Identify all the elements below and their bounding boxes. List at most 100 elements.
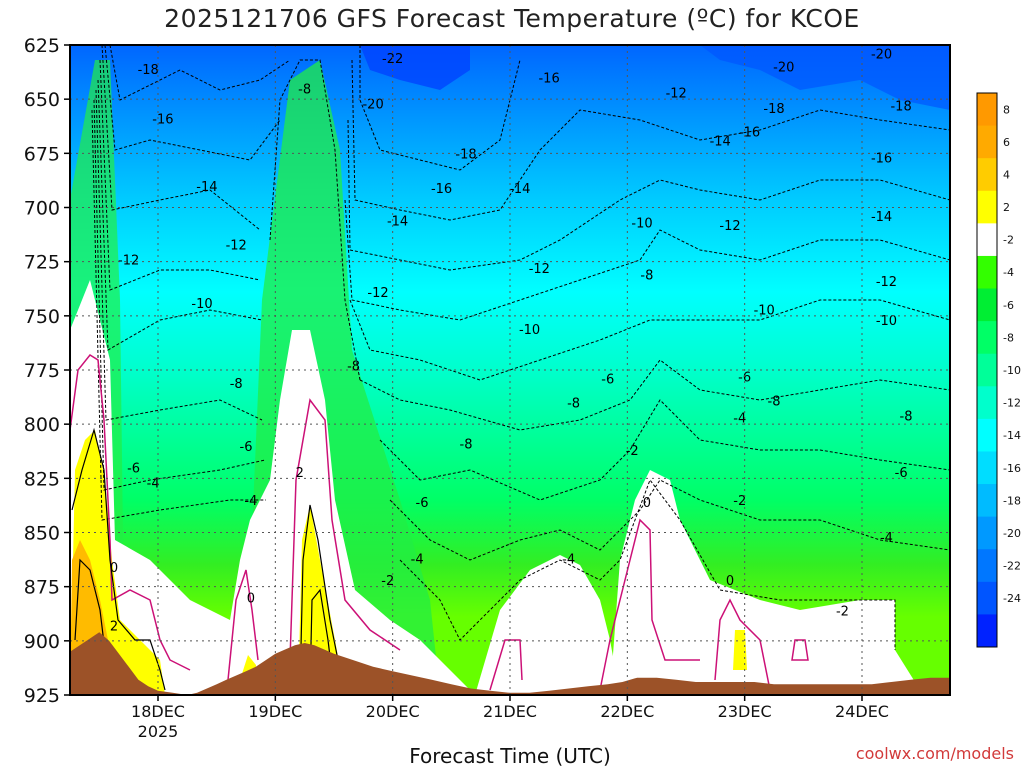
y-tick-label: 900: [24, 631, 60, 653]
chart-title: 2025121706 GFS Forecast Temperature (ºC)…: [164, 4, 860, 33]
contour-label: 2: [110, 620, 118, 635]
contour-line: [714, 598, 771, 691]
source-credit: coolwx.com/models: [855, 744, 1014, 763]
contour-label: -6: [240, 440, 253, 455]
contour-label: -14: [509, 182, 530, 197]
x-tick-label: 18DEC: [131, 702, 185, 721]
y-tick-label: 750: [24, 306, 60, 328]
contour-line: [379, 399, 950, 501]
contour-line: [289, 398, 401, 661]
contour-line: [599, 518, 700, 691]
contour-label: -12: [367, 286, 388, 301]
contour-label: -4: [562, 553, 575, 568]
contour-label: -12: [226, 238, 247, 253]
contour-label: -14: [387, 215, 408, 230]
x-tick-label: 22DEC: [600, 702, 654, 721]
colorbar-swatch: [977, 516, 997, 550]
contour-label: -8: [460, 438, 473, 453]
contour-line: [351, 59, 950, 221]
contour-label: 0: [726, 574, 734, 589]
contour-line: [347, 119, 950, 271]
colorbar-label: -4: [1003, 266, 1014, 279]
contour-label: -16: [152, 113, 173, 128]
contour-line: [359, 45, 521, 171]
contour-line: [101, 45, 261, 231]
contour-label: -18: [455, 147, 476, 162]
cold-region-east: [700, 45, 950, 110]
y-tick-label: 850: [24, 523, 60, 545]
contour-label: -2: [626, 444, 639, 459]
x-tick-label: 24DEC: [835, 702, 889, 721]
contour-label: -6: [127, 462, 140, 477]
contour-label: -4: [880, 531, 893, 546]
contour-line: [71, 427, 166, 691]
colorbar-swatch: [977, 549, 997, 583]
contour-label: -10: [631, 217, 652, 232]
contour-line: [489, 639, 523, 691]
contour-label: -6: [601, 373, 614, 388]
contour-label: 0: [110, 561, 118, 576]
contour-label: -12: [876, 275, 897, 290]
colorbar-legend: 8 6 4 2 -2 -4 -6 -8 -10 -12 -14 -16 -18 -20 -22 -24: [976, 92, 1021, 648]
contour-label: -16: [739, 126, 760, 141]
contour-label: -12: [719, 219, 740, 234]
colorbar-label: -6: [1003, 299, 1014, 312]
contour-line: [97, 79, 263, 351]
colorbar-label: 2: [1003, 201, 1010, 214]
colorbar-swatch: [977, 418, 997, 452]
contour-line: [349, 299, 950, 381]
white-region-22dec: [610, 470, 950, 695]
y-tick-label: 700: [24, 198, 60, 220]
x-tick-sublabel: 2025: [138, 722, 179, 741]
contour-line: [227, 569, 259, 681]
y-tick-label: 875: [24, 577, 60, 599]
contour-line: [399, 478, 896, 650]
contour-label: -2: [836, 605, 849, 620]
y-axis: 625 650 675 700 725 750 775 800 825 850 875 900 925: [24, 35, 70, 707]
y-tick-label: 675: [24, 143, 60, 165]
colorbar-swatch: [977, 93, 997, 127]
contour-line: [269, 59, 361, 381]
contour-line: [95, 89, 263, 421]
y-tick-label: 625: [24, 35, 60, 57]
colorbar-swatch: [977, 581, 997, 615]
contour-label: -8: [298, 82, 311, 97]
contour-label: -18: [138, 63, 159, 78]
colorbar-label: -8: [1003, 331, 1014, 344]
gridlines: [70, 44, 950, 696]
colorbar-swatch: [977, 614, 997, 648]
contour-label: -10: [519, 323, 540, 338]
colorbar-label: 6: [1003, 136, 1010, 149]
contour-label: -4: [411, 553, 424, 568]
contour-label: -6: [416, 496, 429, 511]
colorbar-swatch: [977, 190, 997, 224]
contour-label: -2: [733, 494, 746, 509]
contour-label: -16: [538, 72, 559, 87]
contour-label: 2: [296, 466, 304, 481]
white-region-21dec: [475, 555, 620, 695]
colorbar-label: -2: [1003, 234, 1014, 247]
y-tick-label: 650: [24, 89, 60, 111]
contour-label: -20: [871, 48, 892, 63]
x-tick-label: 23DEC: [718, 702, 772, 721]
contour-label: 0: [247, 592, 255, 607]
contour-line: [359, 359, 950, 431]
y-tick-label: 800: [24, 414, 60, 436]
contour-line: [791, 639, 809, 661]
contour-label: -12: [529, 262, 550, 277]
contour-label: -8: [230, 377, 243, 392]
contour-label: -8: [567, 397, 580, 412]
contour-label: -8: [900, 410, 913, 425]
contour-label: -10: [754, 303, 775, 318]
contour-label: -12: [666, 87, 687, 102]
colorbar-label: -16: [1003, 462, 1021, 475]
y-tick-label: 725: [24, 252, 60, 274]
contour-label: -16: [431, 182, 452, 197]
contour-label: -20: [362, 98, 383, 113]
colorbar-swatch: [977, 451, 997, 485]
colorbar-label: -20: [1003, 527, 1021, 540]
x-axis-label: Forecast Time (UTC): [409, 744, 611, 768]
terrain-ground: [70, 632, 950, 695]
contour-label: -4: [244, 494, 257, 509]
